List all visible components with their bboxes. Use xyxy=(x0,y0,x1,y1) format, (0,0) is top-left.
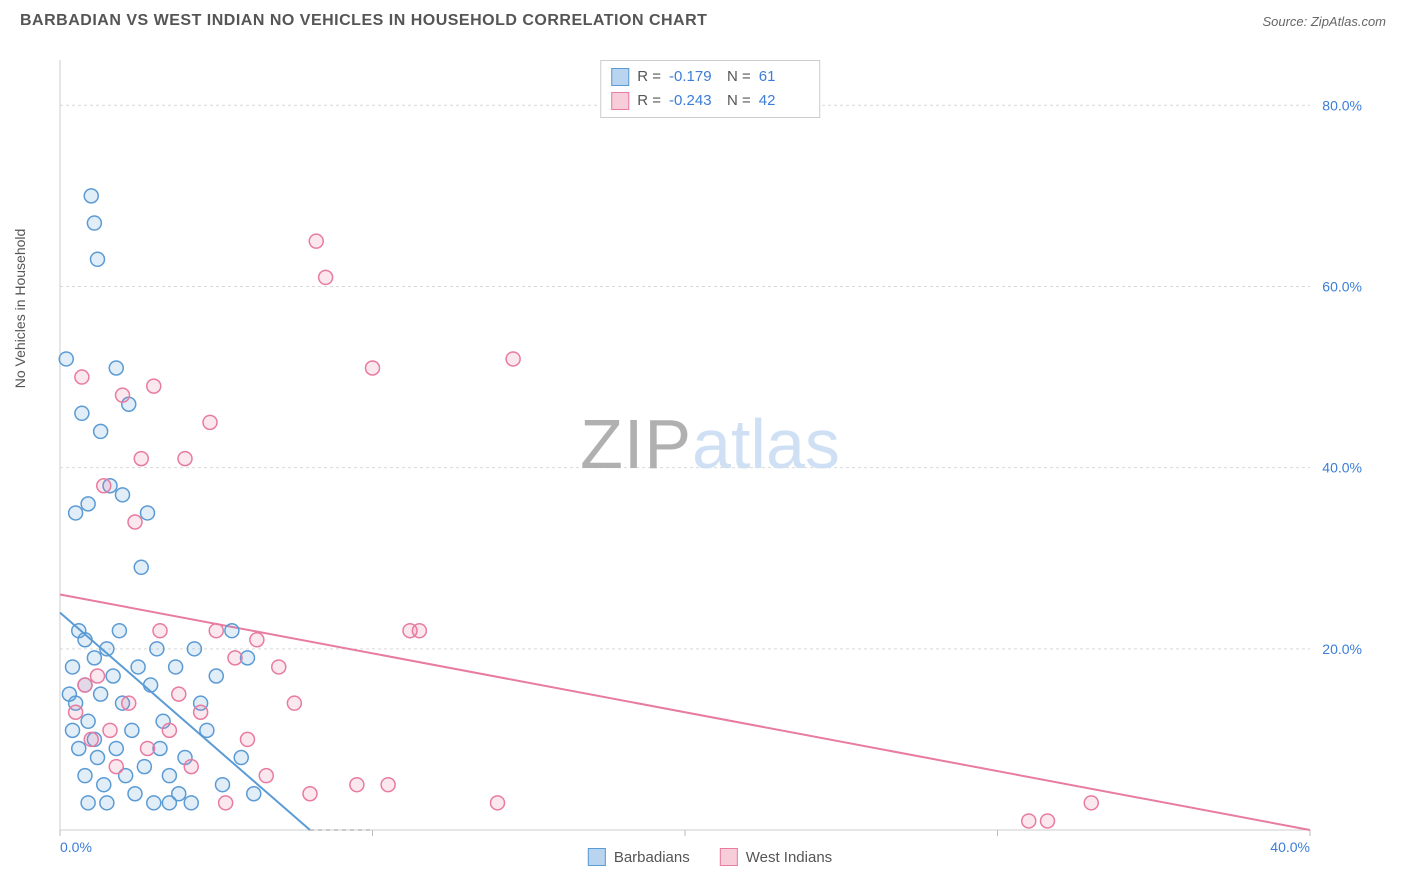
legend-item-westindians: West Indians xyxy=(720,848,832,866)
chart-title: BARBADIAN VS WEST INDIAN NO VEHICLES IN … xyxy=(20,12,707,30)
svg-text:40.0%: 40.0% xyxy=(1322,460,1362,476)
n-label: N = xyxy=(727,65,751,89)
chart-area: No Vehicles in Household 20.0%40.0%60.0%… xyxy=(50,50,1370,870)
n-label: N = xyxy=(727,89,751,113)
y-axis-label: No Vehicles in Household xyxy=(12,229,28,389)
svg-text:0.0%: 0.0% xyxy=(60,839,92,855)
swatch-westindians xyxy=(611,92,629,110)
n-value-westindians: 42 xyxy=(759,89,809,113)
legend-label-barbadians: Barbadians xyxy=(614,849,690,866)
svg-text:60.0%: 60.0% xyxy=(1322,278,1362,294)
scatter-plot: 20.0% 40.0% 60.0% 80.0% 0.0% 40.0% xyxy=(50,50,1370,870)
swatch-barbadians xyxy=(611,68,629,86)
legend-label-westindians: West Indians xyxy=(746,849,832,866)
correlation-stats-box: R = -0.179 N = 61 R = -0.243 N = 42 xyxy=(600,60,820,118)
swatch-westindians xyxy=(720,848,738,866)
bottom-legend: Barbadians West Indians xyxy=(588,848,832,866)
swatch-barbadians xyxy=(588,848,606,866)
n-value-barbadians: 61 xyxy=(759,65,809,89)
legend-item-barbadians: Barbadians xyxy=(588,848,690,866)
r-value-barbadians: -0.179 xyxy=(669,65,719,89)
r-label: R = xyxy=(637,89,661,113)
svg-text:40.0%: 40.0% xyxy=(1270,839,1310,855)
source-attribution: Source: ZipAtlas.com xyxy=(1262,14,1386,29)
svg-text:20.0%: 20.0% xyxy=(1322,641,1362,657)
stat-row-westindians: R = -0.243 N = 42 xyxy=(611,89,809,113)
r-label: R = xyxy=(637,65,661,89)
header: BARBADIAN VS WEST INDIAN NO VEHICLES IN … xyxy=(0,0,1406,38)
stat-row-barbadians: R = -0.179 N = 61 xyxy=(611,65,809,89)
r-value-westindians: -0.243 xyxy=(669,89,719,113)
svg-text:80.0%: 80.0% xyxy=(1322,97,1362,113)
